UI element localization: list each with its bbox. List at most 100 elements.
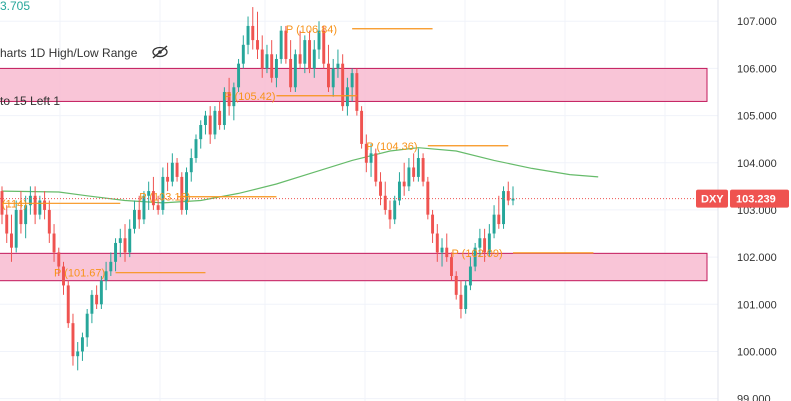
candle-body	[227, 91, 231, 107]
candle-body	[383, 195, 387, 210]
candle-body	[142, 195, 146, 220]
candle-body	[431, 214, 435, 234]
grid-layer	[0, 0, 718, 401]
candle-body	[208, 115, 212, 135]
candle-body	[303, 40, 307, 64]
indicator-settings-text: to 15 Left 1	[0, 94, 60, 108]
candle-body	[317, 30, 321, 50]
candle-body	[327, 63, 330, 88]
candle-body	[189, 158, 193, 173]
candle-body	[506, 191, 510, 201]
candle-body	[256, 40, 259, 50]
candle-body	[374, 153, 378, 182]
candle-body	[218, 110, 222, 126]
candle-body	[9, 233, 13, 248]
candle-body	[137, 209, 141, 220]
candle-body	[109, 261, 113, 272]
candle-body	[511, 198, 515, 201]
y-tick-label: 101.000	[737, 299, 777, 311]
y-tick-label: 104.000	[737, 158, 777, 170]
candle-body	[185, 172, 188, 210]
candle-body	[350, 73, 354, 88]
pivot-layer: (114) P (101.67) P (103.18) P (105.42) P (10…	[2, 24, 594, 280]
pivot-label: P (101.67)	[54, 268, 105, 280]
candle-body	[450, 257, 453, 276]
candle-body	[237, 63, 241, 88]
pivot-label: P (104.36)	[366, 141, 417, 153]
candle-body	[24, 205, 28, 225]
candle-body	[62, 266, 65, 286]
indicator-title: harts 1D High/Low Range	[0, 46, 138, 60]
candle-body	[66, 285, 70, 324]
candle-body	[133, 209, 136, 229]
candle-body	[241, 44, 245, 64]
candle-body	[114, 242, 118, 262]
candle-body	[345, 87, 349, 107]
candle-body	[289, 58, 293, 88]
candle-body	[180, 176, 184, 210]
candle-body	[487, 233, 491, 253]
candle-body	[147, 191, 151, 196]
candle-body	[435, 233, 439, 253]
candle-body	[151, 191, 155, 206]
candle-body	[161, 176, 165, 210]
candle-body	[279, 30, 283, 59]
pivot-label: P (106.84)	[286, 24, 337, 36]
candle-body	[440, 247, 444, 253]
candle-body	[265, 54, 269, 69]
candle-body	[397, 181, 401, 201]
y-tick-label: 106.000	[737, 63, 777, 75]
candle-body	[341, 63, 345, 107]
eye-slash-icon[interactable]	[152, 45, 168, 59]
candle-body	[85, 313, 89, 338]
candle-body	[0, 191, 4, 215]
candle-body	[308, 40, 312, 69]
candle-body	[416, 158, 420, 177]
candle-body	[464, 285, 468, 310]
candle-body	[393, 200, 397, 220]
candle-body	[497, 214, 501, 225]
pivot-label: (114)	[2, 198, 27, 210]
candle-body	[360, 110, 364, 144]
candle-body	[502, 191, 506, 225]
candle-body	[57, 252, 61, 267]
candle-body	[90, 294, 94, 314]
candle-body	[473, 247, 477, 267]
candle-body	[369, 153, 373, 163]
candle-body	[76, 351, 80, 357]
candle-body	[355, 73, 359, 111]
pivot-label: P (102.09)	[451, 248, 502, 260]
candle-body	[293, 54, 297, 88]
candles-layer	[0, 7, 515, 371]
candle-body	[454, 275, 458, 295]
candle-body	[213, 110, 217, 135]
symbol-tag	[696, 189, 728, 208]
candle-body	[412, 167, 416, 177]
candle-body	[274, 58, 278, 78]
candle-body	[232, 87, 236, 107]
candle-body	[194, 139, 198, 159]
candle-body	[492, 214, 496, 234]
candle-body	[459, 294, 463, 310]
candle-body	[336, 63, 340, 69]
candle-body	[28, 195, 32, 206]
candle-body	[166, 176, 170, 182]
last-price-tag-label: 103.239	[736, 194, 776, 206]
candle-body	[312, 49, 316, 69]
candle-body	[33, 195, 37, 215]
candle-body	[123, 238, 127, 253]
candle-body	[331, 68, 335, 88]
candle-body	[170, 162, 174, 182]
zone-layer	[0, 67, 708, 282]
candle-body	[388, 209, 392, 220]
candle-body	[43, 200, 47, 210]
pivot-label: P (103.18)	[139, 192, 190, 204]
candle-body	[402, 181, 406, 187]
candle-body	[322, 30, 326, 64]
candle-body	[270, 54, 274, 78]
candle-body	[14, 209, 18, 248]
candle-body	[426, 181, 430, 215]
y-tick-label: 105.000	[737, 111, 777, 123]
